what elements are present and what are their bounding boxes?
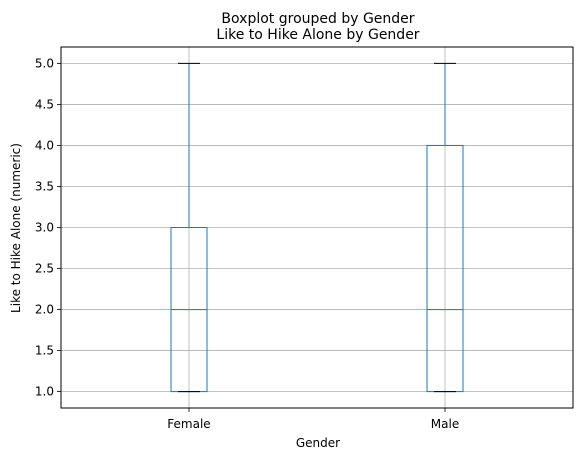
y-tick-label: 5.0: [35, 56, 54, 70]
y-tick-label: 2.0: [35, 303, 54, 317]
y-tick-label: 4.0: [35, 138, 54, 152]
y-axis-label: Like to Hike Alone (numeric): [9, 143, 23, 313]
boxes-layer: [170, 62, 464, 393]
box-female: [170, 62, 208, 393]
chart-suptitle: Boxplot grouped by Gender: [221, 11, 414, 27]
y-tick-label: 2.5: [35, 262, 54, 276]
y-tick-label: 4.5: [35, 97, 54, 111]
plot-frame: [60, 46, 574, 409]
y-tick-label: 1.5: [35, 344, 54, 358]
y-tick-label: 3.0: [35, 221, 54, 235]
x-ticks-layer: Female Male: [167, 408, 459, 431]
box-male: [426, 62, 464, 393]
y-ticks-layer: 1.0 1.5 2.0 2.5 3.0 3.5 4.0 4.5 5.0: [35, 56, 61, 399]
x-tick-label: Male: [431, 417, 459, 431]
x-axis-label: Gender: [296, 436, 340, 450]
grid-layer: [61, 47, 573, 408]
chart-title: Like to Hike Alone by Gender: [216, 27, 419, 43]
x-tick-label: Female: [167, 417, 210, 431]
y-tick-label: 3.5: [35, 179, 54, 193]
y-tick-label: 1.0: [35, 385, 54, 399]
